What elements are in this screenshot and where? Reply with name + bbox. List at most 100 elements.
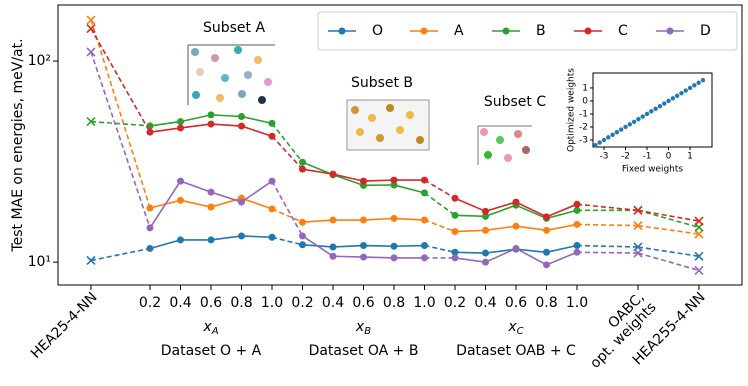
point bbox=[299, 241, 306, 249]
inset-point bbox=[627, 122, 632, 127]
x-tick-label: 0.4 bbox=[322, 295, 344, 311]
dashed-segment bbox=[424, 219, 456, 233]
subset-c-image bbox=[477, 125, 532, 165]
dashed-segment bbox=[90, 247, 151, 262]
point bbox=[390, 214, 398, 222]
dashed-segment bbox=[90, 120, 151, 127]
point bbox=[573, 200, 581, 208]
dashed-segment bbox=[576, 251, 639, 254]
x-tick-label: 0.2 bbox=[139, 295, 161, 311]
legend bbox=[317, 11, 738, 51]
point bbox=[482, 212, 489, 220]
point bbox=[146, 128, 154, 136]
cross-marker bbox=[86, 117, 96, 127]
point bbox=[207, 236, 215, 244]
cross-stroke bbox=[633, 221, 643, 231]
dashed-segment bbox=[576, 223, 639, 227]
point bbox=[451, 248, 459, 256]
inset-x-tick-label: 1 bbox=[687, 152, 693, 162]
dashed-segment bbox=[424, 179, 456, 199]
point bbox=[207, 111, 215, 119]
point bbox=[177, 118, 184, 126]
point bbox=[573, 206, 581, 214]
point bbox=[421, 216, 428, 224]
point bbox=[329, 243, 337, 251]
cross-marker bbox=[633, 248, 643, 258]
inset-point bbox=[679, 90, 684, 96]
dashed-segment bbox=[637, 209, 700, 229]
point bbox=[543, 261, 550, 269]
dashed-segment bbox=[637, 252, 700, 272]
point bbox=[238, 113, 245, 121]
point bbox=[573, 242, 581, 250]
variable-subscript: C bbox=[517, 326, 524, 337]
inset-point bbox=[700, 77, 706, 83]
dashed-segment bbox=[424, 192, 456, 216]
cross-marker bbox=[86, 255, 96, 266]
cross-marker bbox=[694, 216, 704, 226]
legend-marker bbox=[420, 27, 428, 35]
point bbox=[177, 236, 184, 244]
y-tick-label: 10² bbox=[28, 53, 51, 69]
point bbox=[421, 189, 428, 197]
point bbox=[177, 124, 184, 132]
point bbox=[421, 254, 428, 262]
dashed-segment bbox=[637, 209, 700, 222]
inset-point bbox=[636, 116, 641, 122]
inset-point bbox=[601, 137, 607, 143]
point bbox=[299, 232, 306, 240]
inset-y-tick-label: -3 bbox=[579, 135, 588, 145]
inset-point bbox=[644, 111, 650, 117]
point bbox=[512, 198, 520, 206]
cross-stroke bbox=[86, 15, 96, 25]
point bbox=[573, 220, 581, 228]
point bbox=[268, 233, 276, 241]
point bbox=[299, 218, 306, 226]
point bbox=[451, 254, 459, 262]
inset-y-label: Optimized weights bbox=[567, 68, 577, 152]
x-tick-label: 1.0 bbox=[261, 295, 283, 311]
point bbox=[543, 213, 550, 221]
point bbox=[329, 170, 337, 178]
dashed-segment bbox=[637, 246, 700, 258]
point bbox=[360, 242, 367, 250]
cross-stroke bbox=[694, 216, 704, 226]
inset-point bbox=[593, 142, 598, 148]
variable-symbol: x bbox=[202, 319, 212, 335]
legend-marker bbox=[502, 27, 510, 35]
variable-subscript: B bbox=[364, 326, 371, 337]
inset-point bbox=[618, 127, 624, 132]
inset-x-tick-label: -2 bbox=[621, 152, 630, 162]
inset-title: Subset B bbox=[351, 75, 413, 91]
x-tick-label: 1.0 bbox=[566, 295, 588, 311]
cross-marker bbox=[694, 251, 704, 261]
legend-marker bbox=[584, 27, 592, 35]
plot-frame bbox=[57, 4, 743, 286]
point bbox=[512, 244, 520, 252]
inset-point bbox=[653, 106, 658, 111]
cross-stroke bbox=[694, 265, 704, 275]
point bbox=[177, 177, 184, 185]
inset-point bbox=[683, 88, 688, 93]
legend-label: A bbox=[454, 23, 464, 39]
legend-label: C bbox=[618, 23, 628, 39]
x-tick-label: 0.8 bbox=[535, 295, 557, 311]
x-tick-label: 0.8 bbox=[383, 295, 405, 311]
point bbox=[482, 249, 489, 257]
legend-marker bbox=[338, 27, 346, 35]
dashed-segment bbox=[271, 208, 303, 223]
inset-y-tick-label: -1 bbox=[579, 109, 588, 119]
point bbox=[451, 228, 459, 236]
cross-marker bbox=[633, 221, 643, 231]
x-tick-label: 0.6 bbox=[505, 295, 527, 311]
point bbox=[390, 181, 398, 189]
point bbox=[268, 132, 276, 140]
subset-b-image bbox=[346, 99, 430, 151]
point bbox=[268, 205, 276, 213]
point bbox=[146, 204, 154, 212]
group-dataset: Dataset O + A bbox=[161, 343, 262, 359]
point bbox=[299, 165, 306, 173]
point bbox=[329, 216, 337, 224]
cross-marker bbox=[694, 265, 704, 275]
